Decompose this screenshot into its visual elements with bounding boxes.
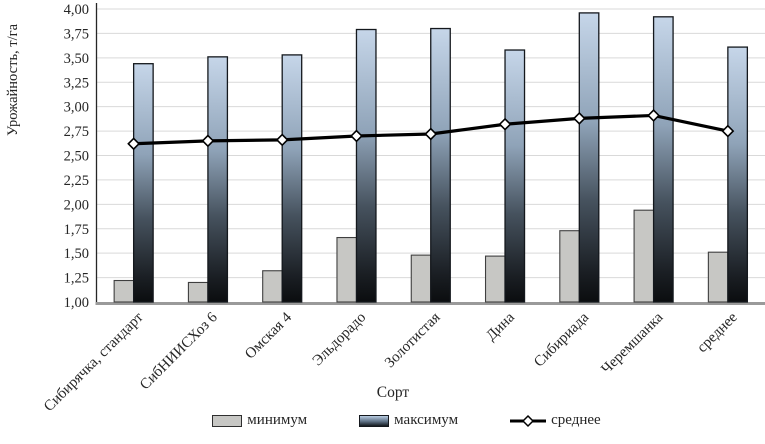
legend-label-average: среднее	[551, 412, 601, 428]
average-marker	[424, 127, 438, 141]
average-line-marker-icon	[510, 414, 547, 427]
x-axis-title: Сорт	[377, 384, 410, 401]
y-tick-label: 3,50	[64, 51, 89, 67]
chart-legend: минимум максимум среднее	[0, 413, 765, 428]
min-bar	[707, 251, 729, 303]
y-axis-title: Урожайность, т/га	[5, 23, 21, 136]
x-category-label: среднее	[694, 309, 741, 356]
min-bar	[410, 254, 432, 303]
x-category-label: Омская 4	[242, 309, 295, 362]
y-tick-label: 2,50	[64, 149, 89, 165]
max-bar	[281, 54, 303, 303]
average-marker	[721, 124, 735, 138]
x-category-label: СибНИИСХоз 6	[137, 309, 221, 393]
y-tick-label: 2,25	[64, 173, 89, 189]
y-tick-label: 4,00	[64, 2, 89, 18]
legend-label-maximum: максимум	[394, 412, 459, 428]
x-category-label: Дина	[483, 309, 518, 344]
chart-canvas: 4,00 3,75 3,50 3,25 3,00 2,75 2,50 2,25 2,00 1,75…	[5, 2, 765, 415]
max-bar	[355, 28, 377, 303]
legend-item-maximum: максимум	[359, 413, 458, 428]
max-bar	[578, 12, 600, 303]
y-tick-label: 1,75	[64, 222, 89, 238]
x-category-label: Черемшанка	[599, 309, 667, 377]
average-marker	[498, 117, 512, 131]
average-marker	[647, 109, 661, 122]
y-tick-label: 1,00	[64, 295, 89, 311]
min-bar	[262, 270, 283, 303]
y-tick-label: 3,00	[64, 100, 89, 116]
average-marker	[350, 129, 363, 143]
y-tick-label: 3,75	[64, 26, 89, 42]
max-bar	[652, 16, 674, 303]
legend-label-minimum: минимум	[247, 412, 308, 428]
max-bar	[727, 46, 749, 303]
legend-item-minimum: минимум	[212, 413, 307, 428]
average-marker	[572, 111, 586, 125]
y-tick-label: 2,00	[64, 197, 89, 213]
x-category-label: Золотистая	[382, 309, 444, 371]
max-bar	[504, 49, 526, 303]
average-marker	[127, 137, 141, 151]
legend-item-average: среднее	[510, 413, 601, 428]
x-category-label: Эльдорадо	[310, 310, 370, 370]
min-bar	[113, 279, 135, 303]
max-bar	[207, 56, 229, 303]
x-category-label: Сибирячка, стандарт	[41, 309, 147, 410]
min-bar	[559, 230, 580, 303]
min-bar	[633, 209, 655, 303]
y-tick-label: 1,50	[64, 246, 89, 262]
average-marker	[201, 134, 215, 148]
min-bar	[484, 255, 506, 303]
y-tick-label: 1,25	[64, 271, 89, 287]
maximum-bar-swatch-icon	[359, 414, 390, 427]
y-tick-label: 3,25	[64, 75, 89, 91]
min-bar	[336, 236, 358, 303]
max-bar	[132, 63, 154, 303]
average-marker	[275, 133, 289, 147]
min-bar	[187, 281, 209, 303]
x-category-label: Сибириада	[531, 309, 592, 370]
max-bar	[430, 27, 451, 303]
y-tick-label: 2,75	[64, 124, 89, 140]
minimum-bar-swatch-icon	[212, 414, 243, 427]
